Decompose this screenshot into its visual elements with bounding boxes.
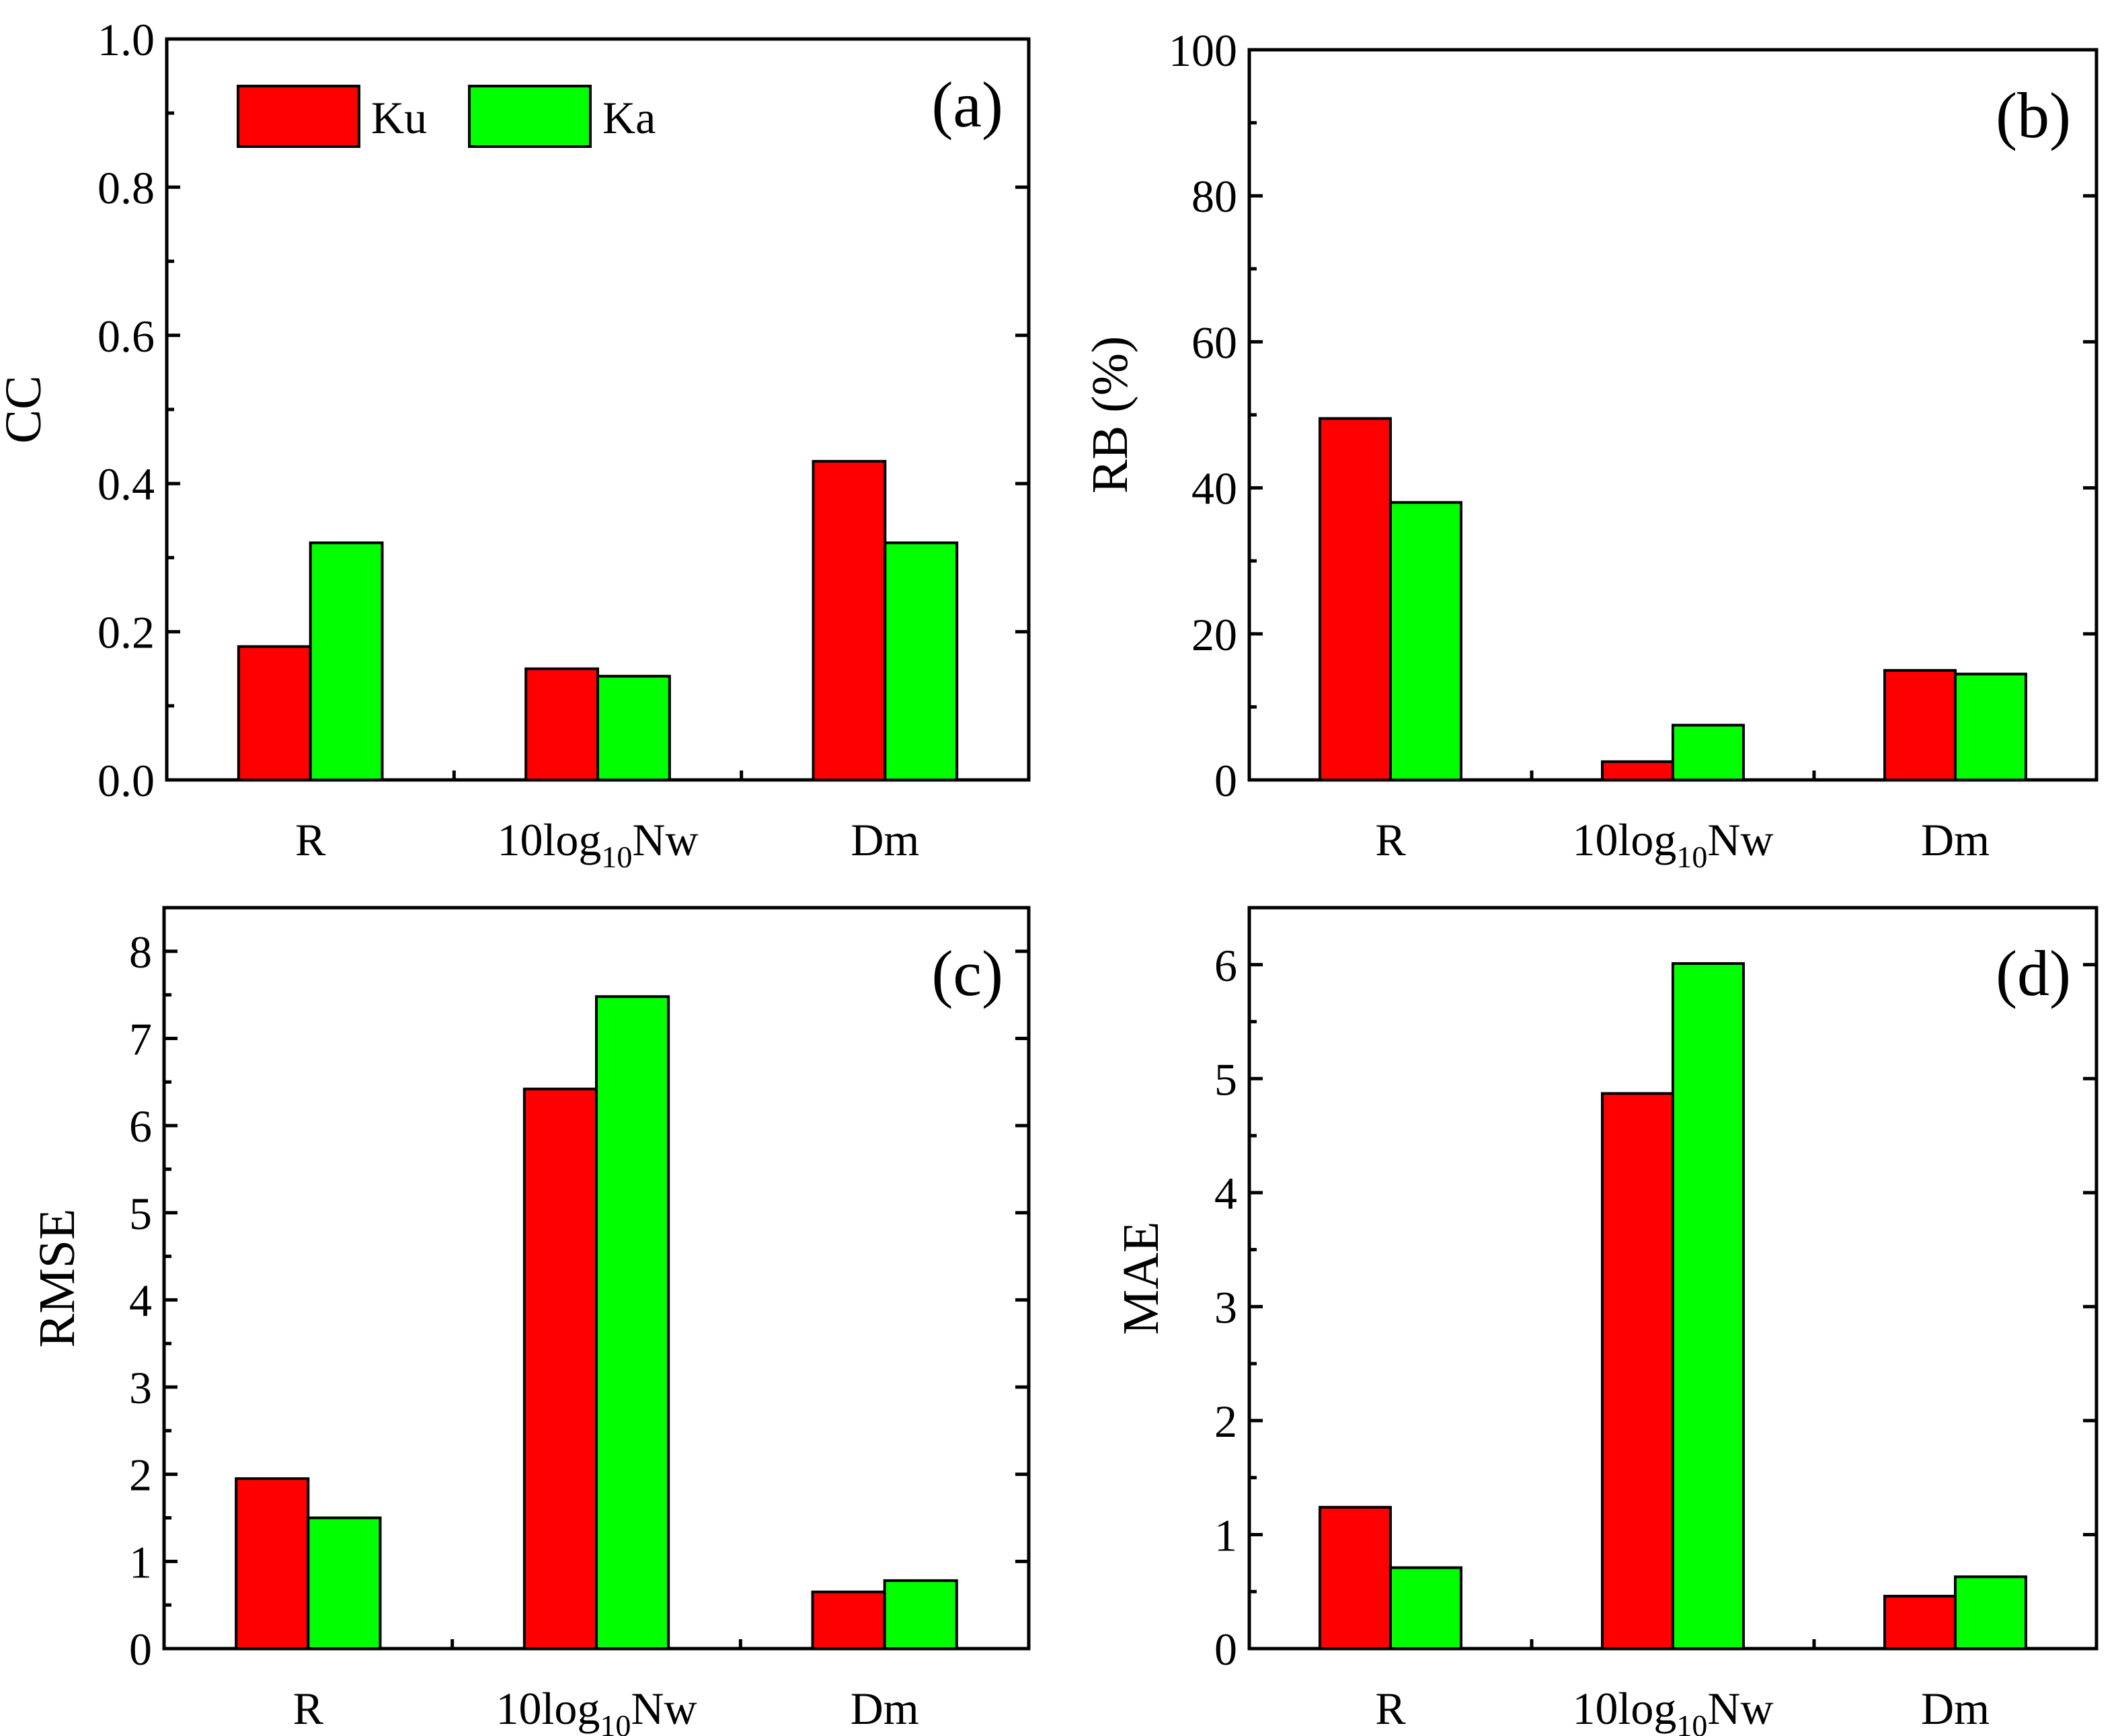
x-category-label: 10log10Nw	[497, 814, 698, 874]
bar-ka-dm	[1954, 672, 2027, 782]
y-tick-label: 7	[129, 1013, 152, 1064]
x-category-label: R	[1375, 814, 1406, 865]
y-axis-title: RMSE	[29, 1209, 85, 1348]
panel-b: 0 20 40 60 80 100 R 10log10Nw Dm RB (%) (b)	[1082, 25, 2099, 874]
bar-ka-10log10nw	[1672, 723, 1745, 782]
bar-ku-10log10nw	[522, 1087, 598, 1650]
bar-ka-r	[1389, 501, 1462, 781]
legend: Ku Ka	[237, 85, 656, 148]
y-tick-label: 0	[129, 1624, 152, 1675]
bar-ku-r	[235, 1477, 310, 1650]
bar-ka-10log10nw	[596, 674, 671, 781]
y-tick-label: 60	[1191, 317, 1237, 368]
y-tick-label: 6	[1214, 940, 1237, 991]
x-category-label: Dm	[1921, 1683, 1990, 1734]
bar-ku-r	[1319, 1505, 1392, 1650]
panel-label: (a)	[931, 69, 1003, 141]
legend-swatch-ku	[237, 85, 360, 148]
y-tick-label: 1.0	[97, 14, 155, 65]
y-tick-label: 0.4	[97, 459, 155, 510]
x-category-label: 10log10Nw	[1572, 1683, 1773, 1736]
panel-label: (b)	[1996, 79, 2071, 151]
y-tick-label: 80	[1191, 171, 1237, 222]
bar-ka-10log10nw	[595, 995, 670, 1650]
bar-ku-dm	[812, 460, 887, 781]
y-tick-label: 3	[1214, 1281, 1237, 1333]
bar-ka-r	[307, 1516, 382, 1650]
y-tick-label: 0.6	[97, 311, 155, 362]
bar-ku-10log10nw	[524, 667, 600, 782]
bar-ku-r	[237, 645, 312, 782]
x-category-label: Dm	[1921, 814, 1990, 865]
panel-label: (c)	[931, 937, 1003, 1009]
y-tick-label: 0.8	[97, 162, 155, 213]
y-tick-label: 2	[129, 1450, 152, 1501]
bar-ku-r	[1319, 417, 1392, 781]
bar-ka-dm	[884, 541, 959, 781]
y-tick-label: 6	[129, 1101, 152, 1152]
panel-c: 0 1 2 3 4 5 6 7 8 R 10log10Nw Dm RMSE (c)	[29, 906, 1031, 1736]
bar-ka-dm	[883, 1579, 958, 1650]
y-tick-label: 2	[1214, 1396, 1237, 1447]
legend-label-ka: Ka	[602, 92, 656, 143]
y-tick-label: 100	[1169, 25, 1237, 76]
x-category-label: Dm	[851, 814, 919, 865]
legend-label-ku: Ku	[371, 92, 427, 143]
x-category-label: Dm	[851, 1683, 919, 1734]
x-category-label: 10log10Nw	[1572, 814, 1773, 874]
y-tick-label: 40	[1191, 463, 1237, 514]
y-tick-label: 1	[129, 1536, 152, 1587]
y-axis-title: MAE	[1113, 1222, 1169, 1335]
y-tick-label: 5	[129, 1188, 152, 1239]
bar-ka-r	[1389, 1566, 1462, 1650]
bar-ka-dm	[1954, 1575, 2027, 1650]
x-category-label: R	[1375, 1683, 1406, 1734]
bar-ku-dm	[1883, 1595, 1957, 1650]
bar-ka-r	[309, 541, 384, 781]
y-axis-title: RB (%)	[1082, 336, 1138, 494]
panel-label: (d)	[1996, 937, 2071, 1009]
bar-ku-dm	[1883, 669, 1957, 781]
bar-ku-10log10nw	[1601, 1092, 1674, 1650]
y-tick-label: 5	[1214, 1054, 1237, 1105]
x-category-label: R	[295, 814, 326, 865]
y-tick-label: 8	[129, 926, 152, 978]
bar-ku-10log10nw	[1601, 760, 1674, 781]
bar-ka-10log10nw	[1672, 962, 1745, 1650]
y-tick-label: 1	[1214, 1509, 1237, 1561]
y-tick-label: 0	[1214, 755, 1237, 806]
y-axis-title: CC	[0, 375, 52, 443]
y-tick-label: 4	[129, 1275, 152, 1326]
panel-d: 0 1 2 3 4 5 6 R 10log10Nw Dm MAE (d)	[1113, 906, 2099, 1736]
y-tick-label: 3	[129, 1362, 152, 1413]
y-tick-label: 0.2	[97, 607, 155, 658]
x-category-label: R	[293, 1683, 324, 1734]
panel-a: 0.0 0.2 0.4 0.6 0.8 1.0 R 10log10Nw Dm CC (a) Ku Ka	[0, 14, 1031, 874]
x-category-label: 10log10Nw	[496, 1683, 697, 1736]
y-tick-label: 0.0	[97, 755, 155, 806]
legend-swatch-ka	[468, 85, 592, 148]
y-tick-label: 4	[1214, 1168, 1237, 1219]
bar-ku-dm	[811, 1590, 886, 1651]
y-tick-label: 20	[1191, 609, 1237, 660]
y-tick-label: 0	[1214, 1624, 1237, 1675]
